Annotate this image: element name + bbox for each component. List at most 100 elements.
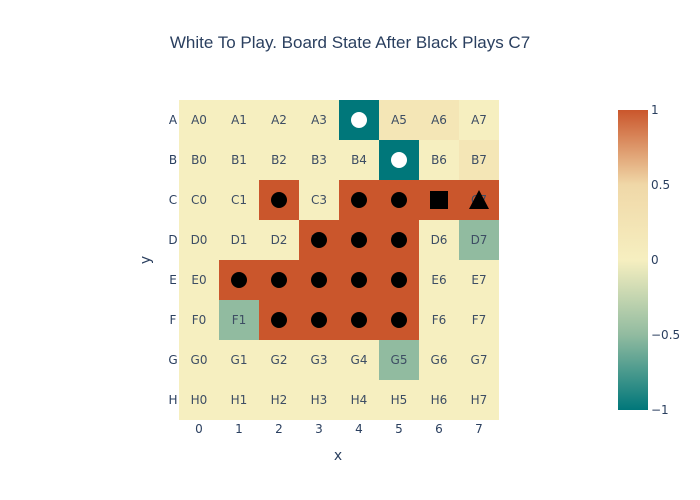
black-stone-E1: [231, 272, 247, 288]
cell-D7[interactable]: [459, 220, 499, 260]
cell-B7[interactable]: [459, 140, 499, 180]
colorbar-tick-4: −1: [651, 403, 669, 417]
cell-H5[interactable]: [379, 380, 419, 420]
board-stones: [231, 112, 489, 328]
cell-H3[interactable]: [299, 380, 339, 420]
cell-label-G0: G0: [191, 353, 208, 367]
cell-G3[interactable]: [299, 340, 339, 380]
y-tick-B: B: [169, 153, 177, 167]
cell-label-B1: B1: [231, 153, 247, 167]
black-stone-C4: [351, 192, 367, 208]
cell-B3[interactable]: [299, 140, 339, 180]
cell-label-H0: H0: [191, 393, 208, 407]
cell-label-G2: G2: [271, 353, 288, 367]
cell-A2[interactable]: [259, 100, 299, 140]
cell-B1[interactable]: [219, 140, 259, 180]
cell-label-G1: G1: [231, 353, 248, 367]
cell-label-B4: B4: [351, 153, 367, 167]
cell-G5[interactable]: [379, 340, 419, 380]
cell-A6[interactable]: [419, 100, 459, 140]
cell-A0[interactable]: [179, 100, 219, 140]
cell-D0[interactable]: [179, 220, 219, 260]
cell-G1[interactable]: [219, 340, 259, 380]
cell-B4[interactable]: [339, 140, 379, 180]
cell-label-A5: A5: [391, 113, 407, 127]
cell-G0[interactable]: [179, 340, 219, 380]
y-axis-title: y: [138, 256, 154, 264]
black-stone-E3: [311, 272, 327, 288]
cell-A3[interactable]: [299, 100, 339, 140]
cell-H4[interactable]: [339, 380, 379, 420]
x-tick-1: 1: [235, 422, 243, 436]
cell-label-B6: B6: [431, 153, 447, 167]
y-tick-F: F: [170, 313, 177, 327]
cell-label-B2: B2: [271, 153, 287, 167]
cell-label-H4: H4: [351, 393, 368, 407]
cell-label-A2: A2: [271, 113, 287, 127]
y-axis-ticks: A B C D E F G H: [168, 113, 178, 407]
cell-label-H1: H1: [231, 393, 248, 407]
cell-G7[interactable]: [459, 340, 499, 380]
cell-label-G4: G4: [351, 353, 368, 367]
white-stone-B5: [391, 152, 407, 168]
cell-E0[interactable]: [179, 260, 219, 300]
chart-title: White To Play. Board State After Black P…: [169, 33, 531, 52]
cell-label-H7: H7: [471, 393, 488, 407]
y-tick-C: C: [169, 193, 177, 207]
cell-C1[interactable]: [219, 180, 259, 220]
cell-C3[interactable]: [299, 180, 339, 220]
white-stone-A4: [351, 112, 367, 128]
cell-F7[interactable]: [459, 300, 499, 340]
cell-D2[interactable]: [259, 220, 299, 260]
cell-E6[interactable]: [419, 260, 459, 300]
cell-A1[interactable]: [219, 100, 259, 140]
cell-label-D1: D1: [231, 233, 248, 247]
cell-label-B3: B3: [311, 153, 327, 167]
cell-label-D2: D2: [271, 233, 288, 247]
cell-F6[interactable]: [419, 300, 459, 340]
cell-label-A0: A0: [191, 113, 207, 127]
x-axis-title: x: [334, 448, 342, 464]
cell-H2[interactable]: [259, 380, 299, 420]
cell-label-F1: F1: [232, 313, 247, 327]
cell-B2[interactable]: [259, 140, 299, 180]
black-stone-F5: [391, 312, 407, 328]
x-tick-2: 2: [275, 422, 283, 436]
cell-label-F7: F7: [472, 313, 487, 327]
cell-F0[interactable]: [179, 300, 219, 340]
colorbar-tick-0: 1: [651, 103, 659, 117]
black-stone-D5: [391, 232, 407, 248]
cell-D6[interactable]: [419, 220, 459, 260]
cell-B6[interactable]: [419, 140, 459, 180]
cell-D1[interactable]: [219, 220, 259, 260]
cell-A7[interactable]: [459, 100, 499, 140]
cell-G6[interactable]: [419, 340, 459, 380]
cell-label-H5: H5: [391, 393, 408, 407]
y-tick-A: A: [169, 113, 178, 127]
cell-H7[interactable]: [459, 380, 499, 420]
cell-E7[interactable]: [459, 260, 499, 300]
black-stone-E2: [271, 272, 287, 288]
black-stone-F4: [351, 312, 367, 328]
cell-label-G7: G7: [471, 353, 488, 367]
cell-label-C0: C0: [191, 193, 207, 207]
cell-H0[interactable]: [179, 380, 219, 420]
cell-C0[interactable]: [179, 180, 219, 220]
board-cells: A0A1A2A3A4A5A6A7B0B1B2B3B4B5B6B7C0C1C2C3…: [179, 100, 499, 420]
colorbar: [618, 110, 648, 410]
cell-label-F0: F0: [192, 313, 207, 327]
cell-label-D7: D7: [471, 233, 488, 247]
cell-label-A3: A3: [311, 113, 327, 127]
colorbar-ticks: 1 0.5 0 −0.5 −1: [651, 103, 680, 417]
black-stone-E4: [351, 272, 367, 288]
cell-A5[interactable]: [379, 100, 419, 140]
cell-G2[interactable]: [259, 340, 299, 380]
cell-H6[interactable]: [419, 380, 459, 420]
black-stone-C6: [430, 191, 448, 209]
cell-G4[interactable]: [339, 340, 379, 380]
x-tick-3: 3: [315, 422, 323, 436]
cell-H1[interactable]: [219, 380, 259, 420]
cell-B0[interactable]: [179, 140, 219, 180]
cell-F1[interactable]: [219, 300, 259, 340]
